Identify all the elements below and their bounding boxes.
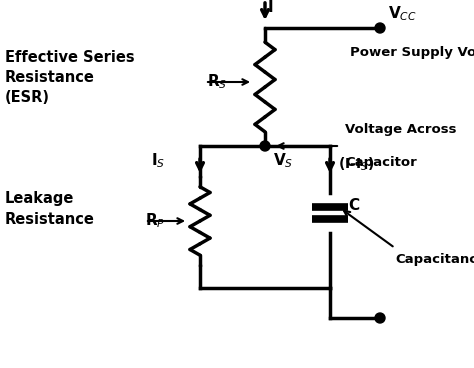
Text: I$_S$: I$_S$ [151,152,165,170]
Text: I: I [268,0,273,15]
Text: R$_S$: R$_S$ [207,72,228,91]
Text: Capacitance: Capacitance [395,253,474,266]
Text: Leakage: Leakage [5,191,74,206]
Text: C: C [348,198,359,212]
Circle shape [375,23,385,33]
Text: R$_P$: R$_P$ [145,212,165,230]
Text: V$_{CC}$: V$_{CC}$ [388,4,417,23]
Circle shape [375,313,385,323]
Circle shape [260,141,270,151]
Text: Resistance: Resistance [5,212,95,226]
Text: Power Supply Voltage: Power Supply Voltage [350,46,474,59]
Text: V$_S$: V$_S$ [273,151,293,170]
Text: (ESR): (ESR) [5,91,50,106]
Text: Capacitor: Capacitor [345,156,417,169]
Text: Voltage Across: Voltage Across [345,123,456,136]
Text: Effective Series: Effective Series [5,50,135,66]
Text: Resistance: Resistance [5,71,95,85]
Text: (I-I$_S$): (I-I$_S$) [338,155,374,173]
